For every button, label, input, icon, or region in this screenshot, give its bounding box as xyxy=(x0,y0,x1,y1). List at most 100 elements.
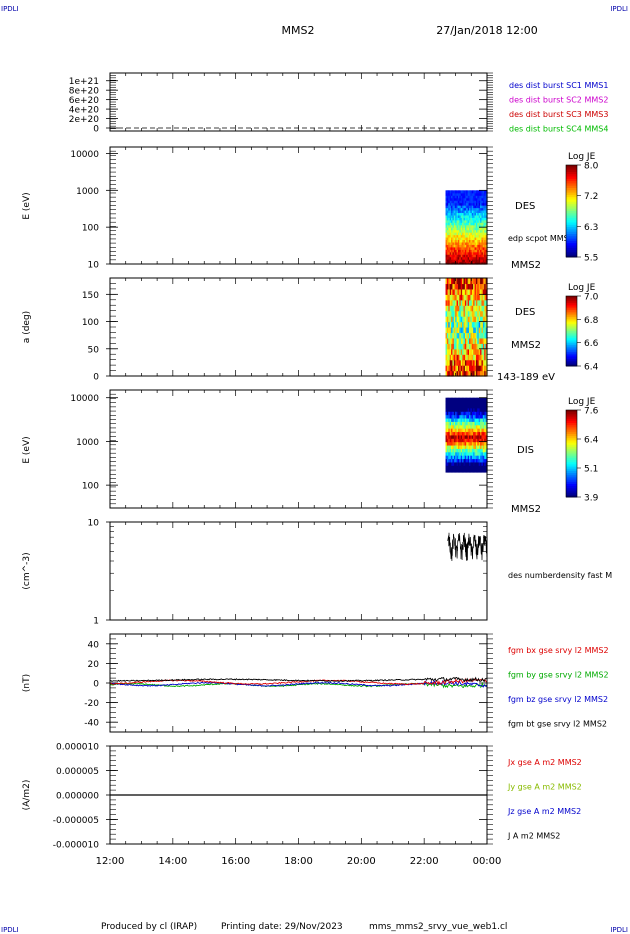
spectrogram-cell xyxy=(469,229,472,233)
spectrogram-cell xyxy=(473,202,476,206)
spectrogram-cell xyxy=(464,444,467,449)
spectrogram-cell xyxy=(474,224,477,228)
spectrogram-cell xyxy=(467,444,470,449)
spectrogram-cell xyxy=(463,397,466,402)
spectrogram-cell xyxy=(474,451,477,456)
spectrogram-cell xyxy=(467,241,470,245)
spectrogram-cell xyxy=(484,310,487,317)
spectrogram-cell xyxy=(475,219,478,223)
spectrogram-cell xyxy=(457,461,460,466)
spectrogram-cell xyxy=(445,424,448,429)
spectrogram-cell xyxy=(477,458,480,463)
spectrogram-cell xyxy=(467,441,470,446)
spectrogram-cell xyxy=(467,461,470,466)
spectrogram-cell xyxy=(475,259,478,263)
spectrogram-cell xyxy=(459,354,462,361)
panel-sublabel: 143-189 eV xyxy=(497,372,555,383)
spectrogram-cell xyxy=(463,321,466,328)
spectrogram-cell xyxy=(453,428,456,433)
spectrogram-cell xyxy=(470,299,473,306)
spectrogram-cell xyxy=(452,444,455,449)
y-tick-label: 0 xyxy=(93,680,99,690)
spectrogram-cell xyxy=(481,316,484,323)
spectrogram-cell xyxy=(464,209,467,214)
spectrogram-cell xyxy=(445,236,448,241)
spectrogram-cell xyxy=(455,236,458,241)
colorbar-cell xyxy=(566,348,577,351)
spectrogram-cell xyxy=(448,337,451,344)
spectrogram-cell xyxy=(478,294,481,301)
spectrogram-cell xyxy=(457,246,460,250)
spectrogram-cell xyxy=(480,278,483,285)
y-tick-label: 1 xyxy=(93,617,99,627)
spectrogram-cell xyxy=(478,259,481,263)
spectrogram-cell xyxy=(448,244,451,248)
spectrogram-cell xyxy=(459,249,462,253)
spectrogram-cell xyxy=(463,234,466,238)
spectrogram-cell xyxy=(469,417,472,422)
spectrogram-cell xyxy=(452,414,455,419)
spectrogram-cell xyxy=(453,441,456,446)
spectrogram-cell xyxy=(478,438,481,443)
spectrogram-cell xyxy=(474,299,477,306)
spectrogram-cell xyxy=(480,254,483,258)
spectrogram-cell xyxy=(464,261,467,265)
spectrogram-cell xyxy=(460,288,463,295)
spectrogram-cell xyxy=(482,414,485,419)
spectrogram-cell xyxy=(484,327,487,334)
spectrogram-cell xyxy=(473,294,476,301)
spectrogram-cell xyxy=(473,256,476,260)
spectrogram-cell xyxy=(462,222,465,226)
spectrogram-cell xyxy=(445,244,448,248)
spectrogram-cell xyxy=(467,236,470,241)
spectrogram-cell xyxy=(482,200,485,204)
spectrogram-cell xyxy=(473,431,476,436)
spectrogram-cell xyxy=(456,294,459,301)
spectrogram-cell xyxy=(477,261,480,265)
colorbar-cell xyxy=(566,317,577,320)
spectrogram-cell xyxy=(460,294,463,301)
spectrogram-cell xyxy=(480,397,483,402)
spectrogram-cell xyxy=(451,401,454,406)
spectrogram-cell xyxy=(457,217,460,221)
spectrogram-cell xyxy=(457,337,460,344)
spectrogram-cell xyxy=(470,444,473,449)
spectrogram-cell xyxy=(470,212,473,216)
spectrogram-cell xyxy=(478,246,481,250)
spectrogram-cell xyxy=(475,261,478,265)
spectrogram-cell xyxy=(482,316,485,323)
spectrogram-cell xyxy=(470,438,473,443)
spectrogram-cell xyxy=(459,461,462,466)
spectrogram-cell xyxy=(456,224,459,228)
colorbar-cell xyxy=(566,364,577,367)
spectrogram-cell xyxy=(452,214,455,218)
spectrogram-cell xyxy=(456,354,459,361)
spectrogram-cell xyxy=(471,438,474,443)
spectrogram-cell xyxy=(449,455,452,460)
spectrogram-cell xyxy=(464,468,467,473)
spectrogram-cell xyxy=(464,283,467,290)
spectrogram-cell xyxy=(471,190,474,194)
colorbar-tick-label: 7.0 xyxy=(584,293,599,303)
spectrogram-cell xyxy=(477,239,480,243)
spectrogram-cell xyxy=(470,411,473,416)
field-series-line xyxy=(109,677,488,686)
colorbar-cell xyxy=(566,475,577,478)
spectrogram-cell xyxy=(448,365,451,372)
spectrogram-cell xyxy=(481,327,484,334)
spectrogram-cell xyxy=(445,310,448,317)
spectrogram-cell xyxy=(462,365,465,372)
spectrogram-cell xyxy=(455,458,458,463)
colorbar-cell xyxy=(566,360,577,363)
spectrogram-cell xyxy=(471,214,474,218)
spectrogram-cell xyxy=(474,343,477,350)
spectrogram-cell xyxy=(484,421,487,426)
spectrogram-cell xyxy=(456,434,459,439)
spectrogram-cell xyxy=(464,411,467,416)
spectrogram-cell xyxy=(460,299,463,306)
spectrogram-cell xyxy=(467,305,470,312)
spectrogram-cell xyxy=(463,411,466,416)
spectrogram-cell xyxy=(446,424,449,429)
spectrogram-cell xyxy=(471,227,474,231)
spectrogram-cell xyxy=(467,249,470,253)
